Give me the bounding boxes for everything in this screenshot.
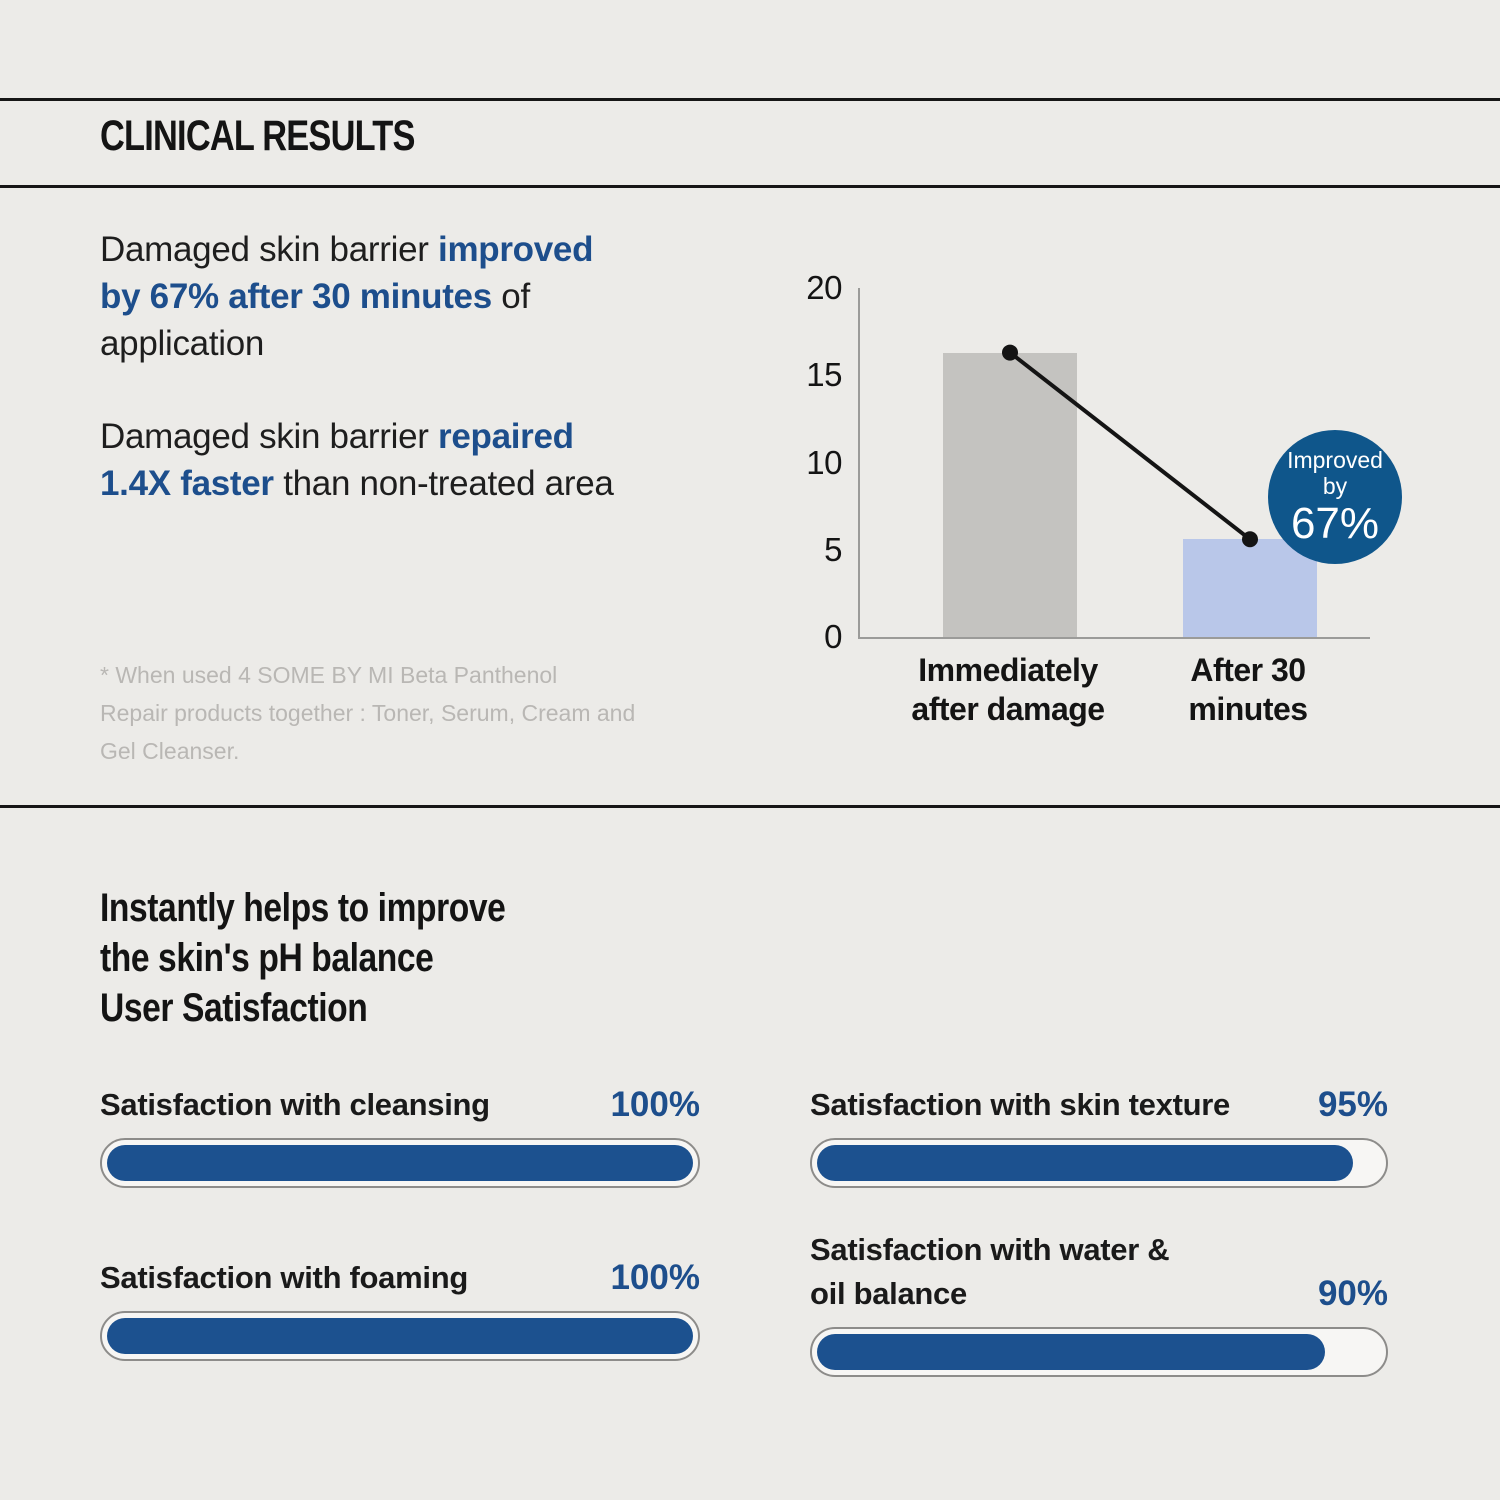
x-axis-label-immediately: Immediately after damage (868, 651, 1148, 729)
progress-track (810, 1327, 1388, 1377)
progress-fill (107, 1145, 693, 1181)
y-axis-tick-label: 0 (824, 618, 842, 655)
satisfaction-intro-line: Instantly helps to improve (100, 886, 506, 930)
satisfaction-item-foaming: Satisfaction with foaming 100% (100, 1256, 700, 1361)
plot-area (858, 288, 1370, 639)
progress-fill (817, 1145, 1353, 1181)
satisfaction-item-cleansing: Satisfaction with cleansing 100% (100, 1083, 700, 1188)
satisfaction-head: Satisfaction with foaming 100% (100, 1256, 700, 1300)
y-axis-tick-label: 15 (806, 356, 842, 394)
claim-highlight: 1.4X faster (100, 464, 274, 503)
claim-highlight: by 67% after 30 minutes (100, 277, 492, 316)
progress-track (100, 1311, 700, 1361)
satisfaction-value: 100% (610, 1258, 700, 1297)
claim-text: Damaged skin barrier (100, 230, 439, 269)
satisfaction-intro: Instantly helps to improve the skin's pH… (100, 883, 506, 1033)
claim-text: application (100, 324, 265, 363)
satisfaction-label: Satisfaction with skin texture (810, 1087, 1230, 1122)
claim-paragraph-repaired: Damaged skin barrier repaired 1.4X faste… (100, 413, 740, 507)
progress-track (100, 1138, 700, 1188)
satisfaction-label: Satisfaction with cleansing (100, 1087, 490, 1122)
clinical-bar-chart: 20 15 10 5 0 Improved by 67% Immediately… (770, 269, 1430, 750)
claim-text: than non-treated area (273, 464, 614, 503)
section-divider-under-title (0, 185, 1500, 188)
claim-line: 1.4X faster than non-treated area (100, 460, 740, 507)
satisfaction-value: 95% (1317, 1085, 1388, 1124)
claim-line: Damaged skin barrier improved (100, 226, 740, 273)
badge-percentage: 67% (1290, 499, 1380, 548)
section-divider-middle (0, 805, 1500, 808)
y-axis-tick-label: 10 (806, 443, 842, 481)
progress-fill (817, 1334, 1325, 1370)
x-axis-label-line: After 30 (1190, 652, 1306, 688)
progress-fill (107, 1318, 693, 1354)
claim-paragraph-improved: Damaged skin barrier improved by 67% aft… (100, 226, 740, 367)
y-axis-tick-label: 5 (824, 530, 842, 568)
x-axis-label-line: minutes (1188, 691, 1308, 727)
satisfaction-head: Satisfaction with cleansing 100% (100, 1083, 700, 1127)
disclaimer-text: * When used 4 SOME BY MI Beta Panthenol … (100, 662, 636, 764)
x-axis-label-line: after damage (911, 691, 1105, 727)
bar-after-30-minutes (1183, 539, 1317, 637)
satisfaction-intro-line: the skin's pH balance (100, 936, 434, 980)
satisfaction-intro-line: User Satisfaction (100, 986, 368, 1030)
satisfaction-head: Satisfaction with skin texture 95% (810, 1083, 1388, 1127)
y-axis-tick-label: 20 (806, 269, 842, 306)
claim-line: Damaged skin barrier repaired (100, 413, 740, 460)
badge-line: by (1322, 473, 1348, 499)
clinical-claims: Damaged skin barrier improved by 67% aft… (100, 226, 740, 553)
badge-line: Improved (1287, 447, 1383, 473)
y-axis: 20 15 10 5 0 (770, 269, 842, 655)
section-divider-top (0, 98, 1500, 101)
claim-highlight: repaired (438, 417, 574, 456)
claim-text: Damaged skin barrier (100, 417, 439, 456)
progress-track (810, 1138, 1388, 1188)
satisfaction-value: 90% (1317, 1274, 1388, 1313)
claim-text: of (491, 277, 530, 316)
improvement-badge: Improved by 67% (1268, 430, 1402, 564)
claim-highlight: improved (438, 230, 594, 269)
satisfaction-label: Satisfaction with foaming (100, 1260, 468, 1295)
x-axis-label-line: Immediately (918, 652, 1098, 688)
satisfaction-item-skin-texture: Satisfaction with skin texture 95% (810, 1083, 1388, 1188)
trend-line-svg (1002, 344, 1258, 548)
bar-immediately-after-damage (943, 352, 1077, 637)
satisfaction-head: Satisfaction with water & oil balance 90… (810, 1228, 1388, 1316)
satisfaction-label: Satisfaction with water & oil balance (810, 1232, 1170, 1311)
page-title: CLINICAL RESULTS (100, 112, 415, 160)
satisfaction-value: 100% (610, 1085, 700, 1124)
satisfaction-item-water-oil-balance: Satisfaction with water & oil balance 90… (810, 1228, 1388, 1377)
claim-line: application (100, 320, 740, 367)
claim-line: by 67% after 30 minutes of (100, 273, 740, 320)
x-axis-label-after-30: After 30 minutes (1108, 651, 1388, 729)
